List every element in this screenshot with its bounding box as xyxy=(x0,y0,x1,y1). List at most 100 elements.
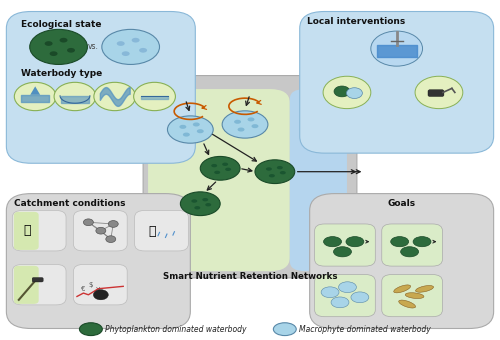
FancyBboxPatch shape xyxy=(74,265,127,305)
Circle shape xyxy=(14,82,56,110)
Ellipse shape xyxy=(394,285,410,293)
Circle shape xyxy=(108,221,118,227)
Ellipse shape xyxy=(338,282,356,293)
Text: Waterbody type: Waterbody type xyxy=(22,69,102,78)
Polygon shape xyxy=(30,86,40,95)
FancyBboxPatch shape xyxy=(14,212,38,250)
Ellipse shape xyxy=(211,164,217,167)
FancyBboxPatch shape xyxy=(300,12,494,153)
Ellipse shape xyxy=(206,203,211,206)
Text: €: € xyxy=(81,286,86,292)
Ellipse shape xyxy=(44,41,52,46)
Text: $: $ xyxy=(88,282,93,288)
Circle shape xyxy=(96,227,106,234)
Text: Catchment conditions: Catchment conditions xyxy=(14,199,126,208)
Ellipse shape xyxy=(238,128,244,132)
Ellipse shape xyxy=(255,160,295,184)
FancyBboxPatch shape xyxy=(290,89,347,271)
FancyBboxPatch shape xyxy=(428,90,444,97)
Circle shape xyxy=(84,219,94,226)
Ellipse shape xyxy=(334,86,350,97)
Ellipse shape xyxy=(280,171,286,174)
Circle shape xyxy=(415,76,463,108)
Ellipse shape xyxy=(50,51,58,56)
FancyBboxPatch shape xyxy=(74,210,127,251)
Text: Local interventions: Local interventions xyxy=(307,17,406,26)
Ellipse shape xyxy=(102,29,160,65)
FancyBboxPatch shape xyxy=(148,89,290,271)
Ellipse shape xyxy=(116,41,124,46)
Ellipse shape xyxy=(200,156,240,180)
Text: Smart Nutrient Retention Networks: Smart Nutrient Retention Networks xyxy=(163,272,337,281)
Ellipse shape xyxy=(67,48,75,53)
Ellipse shape xyxy=(400,247,418,257)
FancyBboxPatch shape xyxy=(314,274,376,317)
FancyBboxPatch shape xyxy=(314,224,376,266)
FancyBboxPatch shape xyxy=(6,12,196,163)
FancyBboxPatch shape xyxy=(310,193,494,328)
FancyBboxPatch shape xyxy=(12,210,66,251)
Ellipse shape xyxy=(277,166,283,169)
FancyBboxPatch shape xyxy=(143,75,357,278)
Ellipse shape xyxy=(346,237,364,247)
Text: ¥: ¥ xyxy=(96,287,100,293)
Circle shape xyxy=(54,82,96,110)
Circle shape xyxy=(323,76,371,108)
Ellipse shape xyxy=(398,300,415,308)
Ellipse shape xyxy=(351,292,369,303)
Ellipse shape xyxy=(274,323,296,336)
Ellipse shape xyxy=(132,38,140,42)
Ellipse shape xyxy=(334,247,351,257)
Ellipse shape xyxy=(139,48,147,53)
FancyBboxPatch shape xyxy=(12,265,66,305)
Ellipse shape xyxy=(234,120,241,124)
Ellipse shape xyxy=(248,117,254,121)
Circle shape xyxy=(94,290,108,300)
FancyBboxPatch shape xyxy=(14,266,38,304)
Ellipse shape xyxy=(222,163,228,166)
Circle shape xyxy=(94,82,136,110)
Ellipse shape xyxy=(168,116,213,143)
Ellipse shape xyxy=(180,192,220,216)
Ellipse shape xyxy=(390,237,408,247)
Ellipse shape xyxy=(193,122,200,126)
Ellipse shape xyxy=(416,286,434,292)
Ellipse shape xyxy=(225,168,231,171)
Text: 🌡: 🌡 xyxy=(148,225,156,238)
Ellipse shape xyxy=(252,124,258,128)
Circle shape xyxy=(134,82,175,110)
Ellipse shape xyxy=(60,38,68,42)
Ellipse shape xyxy=(406,293,424,299)
Ellipse shape xyxy=(180,125,186,129)
Ellipse shape xyxy=(413,237,431,247)
Ellipse shape xyxy=(192,199,198,203)
Ellipse shape xyxy=(331,297,349,308)
FancyBboxPatch shape xyxy=(32,277,43,282)
Circle shape xyxy=(371,31,422,66)
Text: Phytoplankton dominated waterbody: Phytoplankton dominated waterbody xyxy=(105,325,247,334)
Ellipse shape xyxy=(194,206,200,209)
Ellipse shape xyxy=(80,323,102,336)
Text: Goals: Goals xyxy=(388,199,415,208)
FancyBboxPatch shape xyxy=(382,224,442,266)
Text: Ecological state: Ecological state xyxy=(22,20,102,29)
Ellipse shape xyxy=(197,129,204,133)
Ellipse shape xyxy=(346,88,362,99)
FancyBboxPatch shape xyxy=(6,193,190,328)
FancyBboxPatch shape xyxy=(134,210,188,251)
Ellipse shape xyxy=(321,287,339,298)
FancyBboxPatch shape xyxy=(382,274,442,317)
Ellipse shape xyxy=(202,198,208,201)
Circle shape xyxy=(106,236,116,242)
Ellipse shape xyxy=(269,174,275,177)
Text: Macrophyte dominated waterbody: Macrophyte dominated waterbody xyxy=(298,325,430,334)
Ellipse shape xyxy=(183,133,190,137)
Ellipse shape xyxy=(222,111,268,138)
Text: 🐄: 🐄 xyxy=(24,224,31,237)
Text: vs.: vs. xyxy=(88,42,99,51)
Ellipse shape xyxy=(324,237,342,247)
Ellipse shape xyxy=(122,51,130,56)
Ellipse shape xyxy=(266,167,272,171)
Ellipse shape xyxy=(30,29,88,65)
Ellipse shape xyxy=(214,171,220,174)
